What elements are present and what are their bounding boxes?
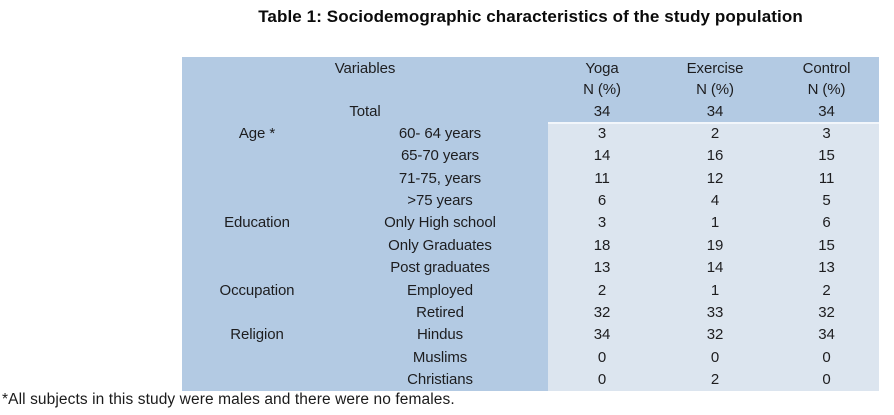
row-subcategory-label: Employed (407, 281, 473, 299)
header-col-yoga: Yoga (585, 59, 619, 77)
total-row-label: Total (349, 102, 381, 120)
cell-value-exercise: 12 (706, 169, 724, 187)
cell-value-yoga: 6 (597, 191, 607, 209)
cell-value-exercise: 4 (710, 191, 720, 209)
row-subcategory-label: Only High school (384, 214, 496, 232)
cell-value-control: 3 (822, 124, 831, 142)
cell-value-control: 0 (822, 371, 831, 389)
row-subcategory-label: Christians (407, 371, 473, 389)
header-unit-yoga: N (%) (583, 81, 621, 98)
sociodemographic-table: Variables Yoga Exercise Control N (%) N … (182, 57, 879, 391)
cell-value-exercise: 2 (710, 124, 720, 142)
row-category-label (182, 144, 332, 166)
total-value-yoga: 34 (593, 102, 611, 120)
table-title: Table 1: Sociodemographic characteristic… (258, 7, 803, 26)
cell-value-yoga: 0 (597, 371, 607, 389)
cell-value-control: 34 (818, 326, 835, 344)
cell-value-exercise: 1 (710, 281, 720, 299)
cell-value-exercise: 19 (706, 236, 724, 254)
header-col-exercise: Exercise (686, 59, 744, 77)
cell-value-control: 0 (822, 348, 831, 366)
row-category-label (182, 256, 332, 278)
cell-value-yoga: 32 (593, 304, 611, 322)
header-unit-exercise: N (%) (696, 81, 734, 98)
row-category-label (182, 301, 332, 323)
row-category-label: Religion (230, 326, 284, 344)
cell-value-yoga: 14 (593, 147, 611, 165)
header-units-spacer (182, 79, 548, 100)
cell-value-exercise: 33 (706, 304, 724, 322)
cell-value-exercise: 2 (710, 371, 720, 389)
row-subcategory-label: >75 years (407, 191, 473, 209)
row-category-label (182, 369, 332, 391)
header-variables-label: Variables (334, 59, 396, 77)
cell-value-control: 15 (818, 147, 835, 165)
values-panel-background (548, 122, 879, 391)
row-subcategory-label: Only Graduates (388, 236, 492, 254)
cell-value-control: 5 (822, 191, 831, 209)
cell-value-exercise: 32 (706, 326, 724, 344)
cell-value-yoga: 0 (597, 348, 607, 366)
cell-value-exercise: 0 (710, 348, 720, 366)
cell-value-control: 11 (818, 169, 835, 187)
cell-value-control: 15 (818, 236, 835, 254)
cell-value-exercise: 16 (706, 147, 724, 165)
row-subcategory-label: 71-75, years (398, 169, 482, 187)
cell-value-yoga: 2 (597, 281, 607, 299)
cell-value-exercise: 1 (710, 214, 720, 232)
row-subcategory-label: Hindus (416, 326, 464, 344)
row-category-label (182, 234, 332, 256)
table-grid: Variables Yoga Exercise Control N (%) N … (182, 57, 879, 391)
cell-value-control: 2 (822, 281, 831, 299)
row-category-label: Education (224, 214, 290, 232)
cell-value-control: 32 (818, 304, 835, 322)
cell-value-exercise: 14 (706, 259, 724, 277)
cell-value-control: 13 (818, 259, 835, 277)
row-category-label (182, 167, 332, 189)
cell-value-control: 6 (822, 214, 831, 232)
row-category-label (182, 346, 332, 368)
cell-value-yoga: 3 (597, 214, 607, 232)
total-value-control: 34 (818, 102, 835, 120)
cell-value-yoga: 13 (593, 259, 611, 277)
table-footnote: *All subjects in this study were males a… (2, 391, 455, 408)
row-subcategory-label: Muslims (412, 348, 468, 366)
row-category-label: Occupation (219, 281, 295, 299)
cell-value-yoga: 18 (593, 236, 611, 254)
cell-value-yoga: 11 (594, 169, 610, 187)
total-value-exercise: 34 (706, 102, 724, 120)
cell-value-yoga: 34 (593, 326, 611, 344)
header-col-control: Control (802, 59, 851, 77)
row-subcategory-label: Post graduates (390, 259, 490, 277)
row-category-label: Age * (238, 124, 276, 142)
row-subcategory-label: Retired (416, 304, 464, 322)
row-category-label (182, 189, 332, 211)
row-subcategory-label: 60- 64 years (398, 124, 482, 142)
header-unit-control: N (%) (807, 81, 846, 98)
row-subcategory-label: 65-70 years (400, 147, 480, 165)
cell-value-yoga: 3 (597, 124, 607, 142)
